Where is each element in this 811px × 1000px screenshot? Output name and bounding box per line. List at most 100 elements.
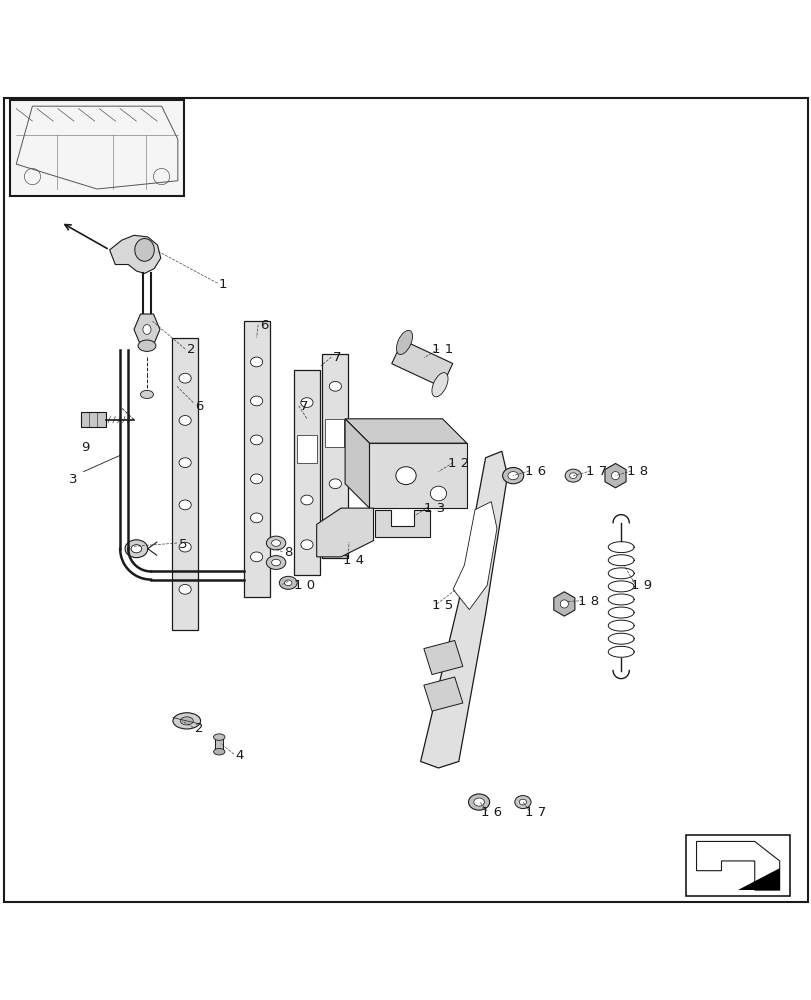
Ellipse shape (560, 600, 568, 608)
Text: 3: 3 (69, 473, 77, 486)
Ellipse shape (213, 748, 225, 755)
Bar (685, 835, 789, 896)
Polygon shape (134, 314, 160, 345)
Ellipse shape (135, 239, 154, 261)
Ellipse shape (301, 495, 313, 505)
Polygon shape (345, 419, 466, 443)
Ellipse shape (178, 584, 191, 594)
Polygon shape (109, 235, 161, 273)
Ellipse shape (213, 734, 225, 740)
Polygon shape (453, 502, 496, 610)
Ellipse shape (474, 798, 483, 806)
Ellipse shape (431, 373, 448, 397)
Ellipse shape (564, 469, 581, 482)
Text: 1 3: 1 3 (423, 502, 444, 515)
Polygon shape (345, 419, 369, 508)
Ellipse shape (611, 472, 619, 480)
Ellipse shape (251, 474, 263, 484)
Text: 7: 7 (300, 400, 308, 413)
Polygon shape (316, 508, 373, 557)
Bar (391, 340, 453, 387)
Ellipse shape (251, 396, 263, 406)
Polygon shape (423, 640, 462, 675)
Ellipse shape (266, 556, 285, 569)
Ellipse shape (178, 458, 191, 468)
Ellipse shape (178, 500, 191, 510)
Ellipse shape (178, 542, 191, 552)
Polygon shape (369, 443, 466, 508)
Text: 5: 5 (178, 538, 187, 551)
Text: 1 7: 1 7 (586, 465, 607, 478)
Text: 1 1: 1 1 (431, 343, 453, 356)
Ellipse shape (508, 472, 518, 480)
Ellipse shape (279, 576, 297, 589)
Ellipse shape (329, 381, 341, 391)
Ellipse shape (140, 390, 153, 398)
Polygon shape (420, 451, 507, 768)
Ellipse shape (131, 545, 142, 553)
Ellipse shape (143, 325, 151, 334)
Ellipse shape (251, 357, 263, 367)
Text: 8: 8 (284, 546, 292, 559)
Ellipse shape (519, 799, 526, 805)
Text: 6: 6 (260, 319, 268, 332)
Polygon shape (737, 868, 779, 890)
Polygon shape (604, 463, 625, 488)
Text: 1 9: 1 9 (630, 579, 651, 592)
Polygon shape (297, 435, 316, 463)
Text: 1 6: 1 6 (525, 465, 546, 478)
Ellipse shape (271, 540, 281, 546)
Ellipse shape (178, 373, 191, 383)
Polygon shape (294, 370, 320, 575)
Polygon shape (324, 419, 344, 447)
Ellipse shape (251, 435, 263, 445)
Ellipse shape (173, 713, 200, 729)
Text: 1 0: 1 0 (294, 579, 315, 592)
Text: 9: 9 (81, 441, 89, 454)
Ellipse shape (271, 559, 281, 566)
Ellipse shape (329, 521, 341, 531)
Ellipse shape (502, 468, 523, 484)
Ellipse shape (251, 552, 263, 562)
Text: 1 2: 1 2 (448, 457, 469, 470)
Polygon shape (423, 677, 462, 711)
Text: 1 4: 1 4 (342, 554, 363, 567)
Ellipse shape (178, 416, 191, 425)
Ellipse shape (301, 398, 313, 407)
Ellipse shape (396, 467, 415, 485)
Ellipse shape (301, 540, 313, 550)
Text: 6: 6 (195, 400, 203, 413)
Ellipse shape (284, 580, 292, 586)
Ellipse shape (301, 446, 313, 456)
Text: 4: 4 (235, 749, 243, 762)
Text: 7: 7 (333, 351, 341, 364)
Ellipse shape (251, 513, 263, 523)
Bar (10, 100, 184, 196)
Text: 1 6: 1 6 (480, 806, 501, 819)
Ellipse shape (329, 430, 341, 440)
Ellipse shape (329, 479, 341, 489)
Text: 1 7: 1 7 (525, 806, 546, 819)
Ellipse shape (266, 536, 285, 550)
Text: 1 8: 1 8 (577, 595, 599, 608)
Ellipse shape (569, 473, 576, 478)
Polygon shape (553, 592, 574, 616)
FancyBboxPatch shape (215, 737, 223, 752)
Ellipse shape (430, 486, 446, 501)
Text: 1 5: 1 5 (431, 599, 453, 612)
Ellipse shape (125, 540, 148, 558)
Text: 1 8: 1 8 (626, 465, 647, 478)
Text: 2: 2 (187, 343, 195, 356)
Ellipse shape (514, 796, 530, 809)
FancyBboxPatch shape (81, 412, 105, 427)
Ellipse shape (180, 717, 193, 725)
Polygon shape (322, 354, 347, 558)
Ellipse shape (138, 340, 156, 351)
Ellipse shape (396, 330, 412, 355)
Text: 2: 2 (195, 722, 203, 735)
Text: 1: 1 (219, 278, 227, 291)
Polygon shape (243, 321, 269, 597)
Ellipse shape (468, 794, 489, 810)
Polygon shape (172, 338, 198, 630)
Polygon shape (375, 510, 430, 537)
